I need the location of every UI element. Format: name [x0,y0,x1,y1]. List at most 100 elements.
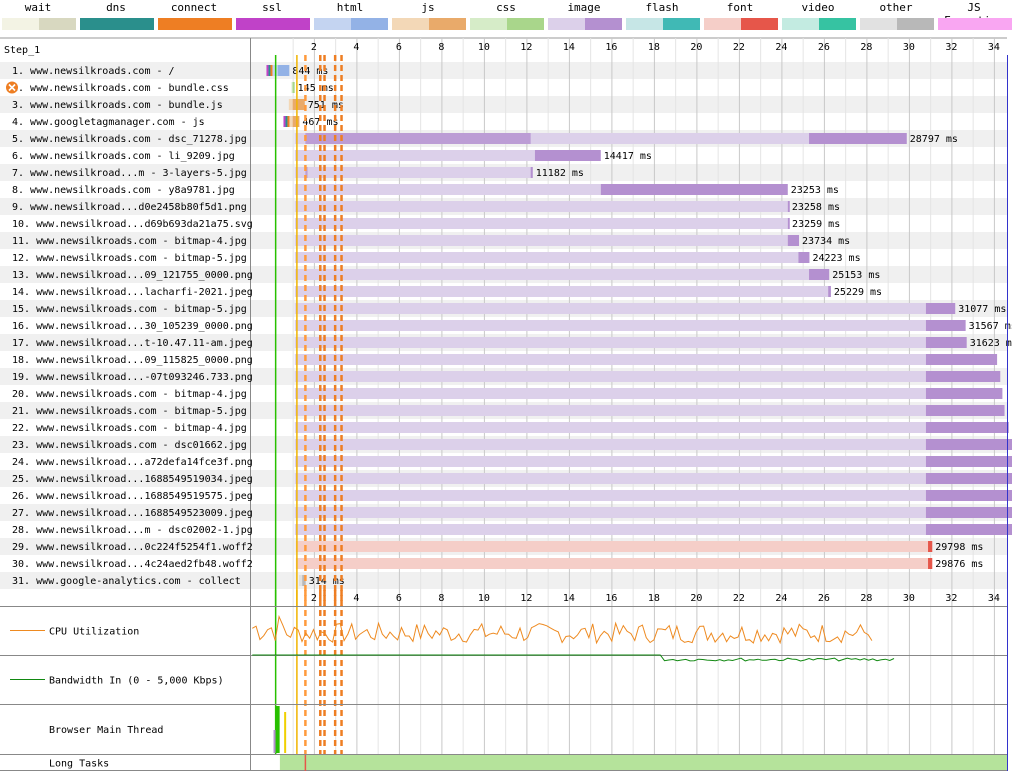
bar-download [292,82,295,93]
request-duration: 31077 ms [958,304,1006,315]
bar-waiting [291,82,293,93]
tick-label: 6 [396,593,402,604]
request-row: 30. www.newsilkroad...4c24aed2fb48.woff2… [12,558,983,570]
bar-waiting [295,558,929,569]
request-label: 3. www.newsilkroads.com - bundle.js [12,100,223,111]
bar-waiting [288,99,293,110]
bar-download [798,252,810,263]
tick-label: 24 [775,42,787,53]
request-label: 1. www.newsilkroads.com - / [12,66,175,77]
request-row: 4. www.googletagmanager.com - js 467 ms [12,116,339,128]
bar-download [928,558,933,569]
bar-download [925,422,1009,433]
request-row: 21. www.newsilkroads.com - bitmap-5.jpg [12,405,1005,417]
request-row: 9. www.newsilkroad...d0e2458b80f5d1.png 2… [12,201,840,213]
bar-waiting [294,133,810,144]
legend-swatch [860,18,934,30]
bar-download [302,575,306,586]
bar-connect [270,65,273,76]
request-label: 21. www.newsilkroads.com - bitmap-5.jpg [12,406,247,417]
legend-ssl: ssl [234,0,310,32]
legend-connect: connect [156,0,232,32]
tick-label: 8 [438,42,444,53]
legend-dns: dns [78,0,154,32]
lane-label: Browser Main Thread [49,725,163,736]
bar-waiting [294,150,535,161]
request-row: 3. www.newsilkroads.com - bundle.js 751 m… [12,99,344,111]
request-label: 2. www.newsilkroads.com - bundle.css [12,83,229,94]
legend-label: ssl [262,1,282,14]
legend-label: js [421,1,435,14]
tick-label: 18 [648,593,660,604]
bar-download [925,303,956,314]
bar-chunk [560,150,563,161]
legend-swatch [470,18,544,30]
request-row: 10. www.newsilkroad...d69b693da21a75.svg… [12,218,840,230]
bar-waiting [294,337,926,348]
bar-waiting [294,388,926,399]
bar-download [292,116,300,127]
bar-ssl [266,65,269,76]
request-duration: 23259 ms [792,219,840,230]
bar-download [925,456,1012,467]
bar-download [925,405,1005,416]
legend-js-execution: JS Execution [936,0,1012,32]
request-label: 4. www.googletagmanager.com - js [12,117,205,128]
bar-waiting [294,507,926,518]
bar-waiting [294,456,926,467]
bar-waiting [294,405,926,416]
request-row: 7. www.newsilkroad...m - 3-layers-5.jpg 1… [12,167,584,179]
request-label: 17. www.newsilkroad...t-10.47.11-am.jpeg [12,338,253,349]
request-duration: 844 ms [292,66,328,77]
request-label: 20. www.newsilkroads.com - bitmap-4.jpg [12,389,247,400]
request-row: 28. www.newsilkroad...m - dsc02002-1.jpg [12,524,1012,536]
legend-html: html [312,0,388,32]
legend-label: flash [645,1,679,14]
bandwidth-trace [252,654,895,662]
legend-swatch [782,18,856,30]
bar-download [928,541,933,552]
request-row: 15. www.newsilkroads.com - bitmap-5.jpg 3… [12,303,1006,315]
request-duration: 23734 ms [802,236,850,247]
tick-label: 32 [945,593,957,604]
request-label: 24. www.newsilkroad...a72defa14fce3f.png [12,457,253,468]
tick-label: 12 [520,593,532,604]
bar-download [787,201,790,212]
request-label: 8. www.newsilkroads.com - y8a9781.jpg [12,185,235,196]
request-row: 8. www.newsilkroads.com - y8a9781.jpg 232… [12,184,839,196]
bar-download [600,184,788,195]
request-label: 22. www.newsilkroads.com - bitmap-4.jpg [12,423,247,434]
bar-waiting [294,371,926,382]
bar-download [787,218,790,229]
request-duration: 29798 ms [935,542,983,553]
request-duration: 11182 ms [536,168,584,179]
legend-swatch [938,18,1012,30]
legend-css: css [468,0,544,32]
legend-swatch [392,18,466,30]
tick-label: 26 [818,593,830,604]
row-stripe [0,62,1007,79]
tick-label: 2 [311,593,317,604]
bar-waiting [294,439,926,450]
bar-waiting [294,235,788,246]
bar-waiting [299,575,303,586]
legend-swatch [236,18,310,30]
request-label: 16. www.newsilkroad...30_105239_0000.png [12,321,253,332]
bar-download [925,320,966,331]
row-stripe [0,96,1007,113]
bar-waiting [294,201,788,212]
tick-label: 4 [353,42,359,53]
bar-download [925,354,998,365]
bar-connect [287,116,290,127]
request-label: 10. www.newsilkroad...d69b693da21a75.svg [12,219,253,230]
request-label: 11. www.newsilkroads.com - bitmap-4.jpg [12,236,247,247]
request-row: 27. www.newsilkroad...1688549523009.jpeg [12,507,1012,519]
bar-waiting [294,218,788,229]
request-label: 9. www.newsilkroad...d0e2458b80f5d1.png [12,202,247,213]
legend-font: font [702,0,778,32]
tick-label: 10 [478,593,490,604]
legend-swatch [2,18,76,30]
request-duration: 467 ms [302,117,338,128]
tick-label: 30 [903,593,915,604]
